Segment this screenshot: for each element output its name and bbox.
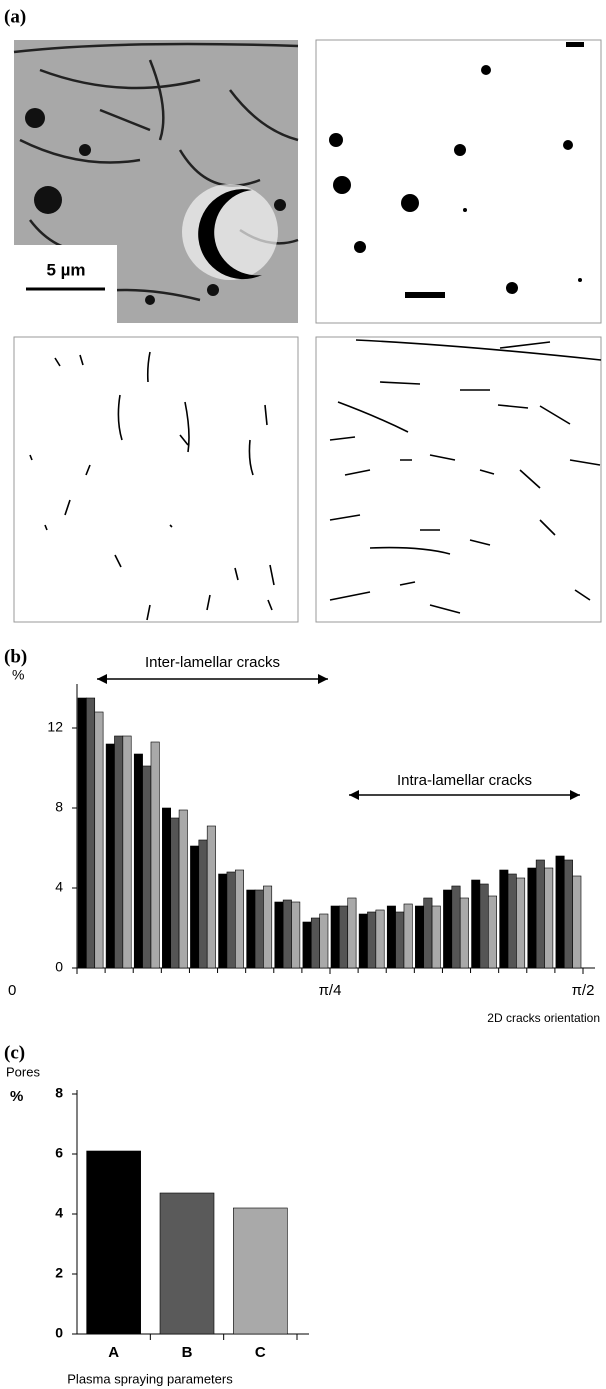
vertical-cracks-image	[13, 336, 299, 623]
x-tick-label: C	[255, 1344, 266, 1361]
bar	[226, 871, 236, 969]
binary-pores-image	[315, 39, 602, 324]
bar	[423, 897, 433, 969]
y-tick-label: 12	[47, 719, 63, 735]
bar	[451, 885, 461, 969]
x-tick-label: B	[182, 1344, 193, 1361]
panel-label: (b)	[4, 646, 27, 667]
y-tick-label: 0	[55, 959, 63, 975]
bar	[254, 889, 264, 969]
bar	[190, 845, 200, 969]
bar	[507, 873, 517, 969]
bar	[555, 855, 565, 969]
bar	[105, 743, 115, 969]
bar	[86, 1150, 141, 1335]
bar	[178, 809, 188, 969]
bar	[527, 867, 537, 969]
bar	[234, 869, 244, 969]
y-tick-label: 8	[55, 799, 63, 815]
y-tick-label: 4	[55, 879, 63, 895]
bar	[375, 909, 385, 969]
bar	[535, 859, 545, 969]
bar	[246, 889, 256, 969]
bar	[358, 913, 368, 969]
y-axis-unit: %	[10, 1088, 23, 1105]
y-tick-label: 8	[55, 1085, 63, 1101]
x-tick-label: 0	[8, 982, 16, 999]
bar	[142, 765, 152, 969]
bar	[94, 711, 104, 969]
x-axis-label: Plasma spraying parameters	[67, 1371, 233, 1386]
x-axis-label: 2D cracks orientation	[487, 1011, 600, 1025]
y-tick-label: 0	[55, 1325, 63, 1341]
micrograph: 5 µm	[13, 40, 299, 323]
bar	[471, 879, 481, 969]
bar	[386, 905, 396, 969]
bar	[544, 867, 554, 969]
bar	[310, 917, 320, 969]
bar	[516, 877, 526, 969]
horizontal-cracks-image	[315, 336, 602, 623]
bar	[302, 921, 312, 969]
bar	[206, 825, 216, 969]
bar	[415, 905, 425, 969]
bar	[198, 839, 208, 969]
bar	[170, 817, 180, 969]
panel-label: (a)	[4, 6, 26, 27]
bar	[367, 911, 377, 969]
bar	[282, 899, 292, 969]
bar	[395, 911, 405, 969]
bar	[330, 905, 340, 969]
bar	[218, 873, 228, 969]
bar	[443, 889, 453, 969]
x-tick-label: A	[108, 1344, 119, 1361]
panel-label: (c)	[4, 1042, 25, 1063]
bar	[263, 885, 273, 969]
bar	[159, 1192, 215, 1335]
bar	[339, 905, 349, 969]
bar	[233, 1207, 288, 1335]
bar	[431, 905, 441, 969]
bar	[572, 875, 582, 969]
bar	[114, 735, 124, 969]
bar	[86, 697, 96, 969]
y-tick-label: 4	[55, 1205, 63, 1221]
bar	[291, 901, 301, 969]
bar	[77, 697, 87, 969]
scale-bar-label: 5 µm	[46, 260, 85, 279]
bar	[563, 859, 573, 969]
bar	[479, 883, 489, 969]
y-tick-label: 6	[55, 1145, 63, 1161]
bar	[487, 895, 497, 969]
bar	[459, 897, 469, 969]
x-tick-label: π/4	[319, 982, 342, 999]
x-tick-label: π/2	[572, 982, 595, 999]
bar	[162, 807, 172, 969]
bar	[122, 735, 132, 969]
bar	[347, 897, 357, 969]
annotation: Inter-lamellar cracks	[145, 654, 280, 671]
bar	[150, 741, 160, 969]
bar	[403, 903, 413, 969]
y-axis-label: Pores	[6, 1064, 40, 1079]
bar	[499, 869, 509, 969]
y-tick-label: 2	[55, 1265, 63, 1281]
bar	[319, 913, 329, 969]
bar	[274, 901, 284, 969]
y-axis-label: %	[12, 667, 24, 683]
annotation: Intra-lamellar cracks	[397, 772, 532, 789]
bar	[133, 753, 143, 969]
